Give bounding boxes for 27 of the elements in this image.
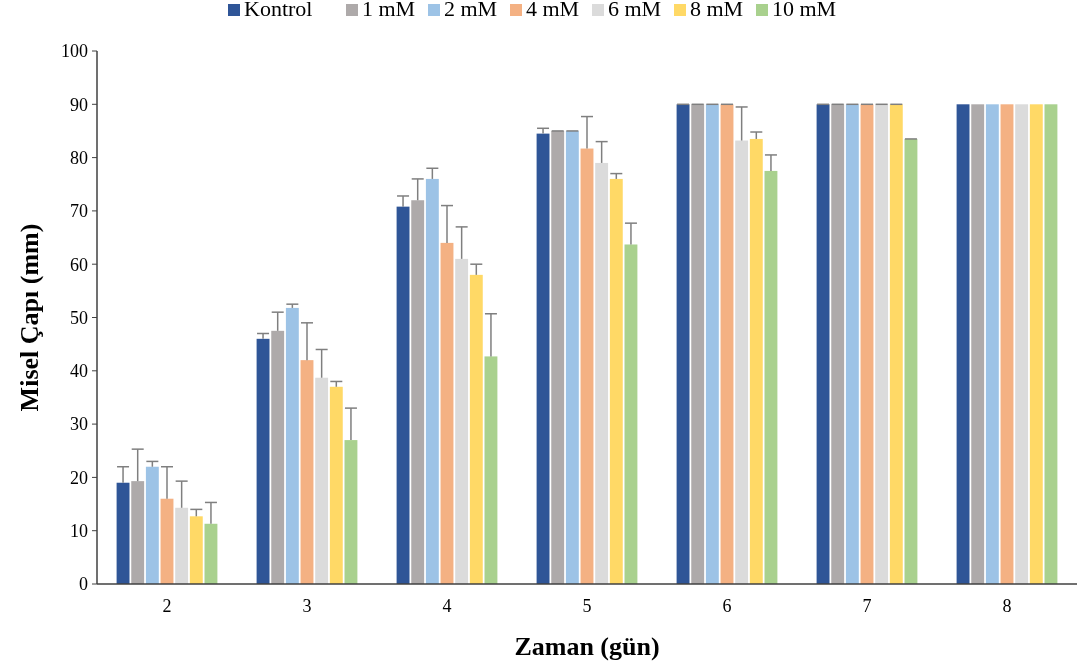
x-tick-label: 7 [862,596,872,616]
x-tick-label: 8 [1002,596,1012,616]
y-tick-label: 30 [70,414,88,435]
y-tick-label: 10 [70,521,88,541]
y-tick-label: 100 [61,41,88,62]
y-tick-label: 90 [70,94,88,115]
legend-label: Kontrol [244,0,313,21]
x-tick-label: 4 [442,596,452,616]
legend-label: 8 mM [690,0,744,21]
x-tick-label: 2 [162,596,172,616]
legend-label: 1 mM [362,0,416,21]
legend-label: 4 mM [526,0,580,21]
y-tick-label: 50 [70,307,88,328]
x-tick-label: 5 [582,596,592,616]
legend-label: 2 mM [444,0,498,21]
y-tick-label: 20 [70,467,88,488]
y-tick-label: 80 [70,147,88,168]
y-tick-label: 40 [70,361,88,382]
y-axis-title: Misel Çapı (mm) [15,223,44,412]
x-tick-label: 3 [302,596,312,616]
y-tick-label: 70 [70,201,88,222]
x-axis-title: Zaman (gün) [514,632,660,661]
legend-label: 10 mM [772,0,837,21]
x-tick-label: 6 [722,596,732,616]
y-tick-label: 60 [70,254,88,275]
y-tick-label: 0 [79,574,88,595]
legend-label: 6 mM [608,0,662,21]
